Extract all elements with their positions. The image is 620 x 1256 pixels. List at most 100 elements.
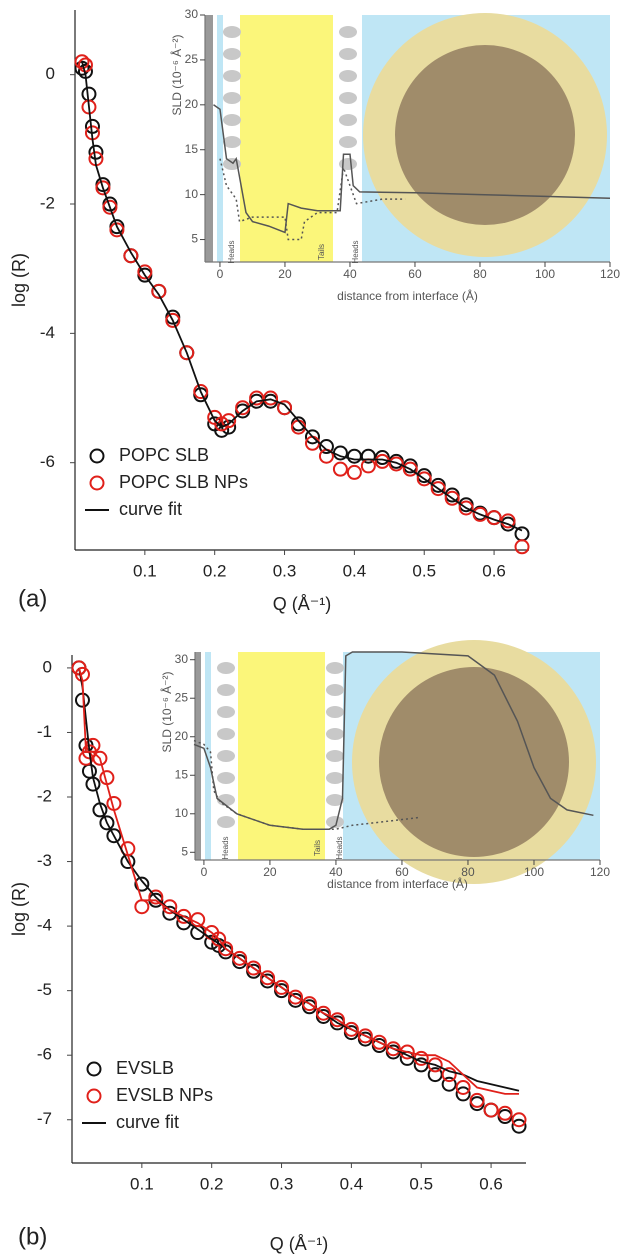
y-tick-label: 20 — [185, 97, 199, 111]
data-point — [134, 899, 150, 915]
data-point — [497, 1105, 513, 1121]
head-group — [217, 728, 235, 740]
data-point — [343, 1021, 359, 1037]
data-point — [232, 950, 248, 966]
x-tick-label: 60 — [395, 865, 409, 879]
legend-marker — [86, 1088, 102, 1104]
data-point — [455, 1079, 471, 1095]
head-group — [217, 816, 235, 828]
y-tick-label: 20 — [175, 729, 189, 743]
data-point — [109, 222, 125, 238]
y-tick-label: -2 — [37, 786, 52, 805]
data-point — [444, 490, 460, 506]
data-point — [274, 979, 290, 995]
legend-marker — [86, 1061, 102, 1077]
data-point — [123, 248, 139, 264]
x-tick-label: 0 — [201, 865, 208, 879]
data-point — [106, 828, 122, 844]
head-group — [326, 750, 344, 762]
x-tick-label: 0.2 — [203, 561, 227, 580]
data-point — [469, 1092, 485, 1108]
region-label: Heads — [335, 836, 344, 859]
y-axis-label: SLD (10⁻⁶ Å⁻²) — [169, 35, 184, 116]
region-label: Tails — [313, 840, 322, 856]
data-point — [134, 876, 150, 892]
y-tick-label: -6 — [40, 452, 55, 471]
np-core — [379, 667, 569, 857]
head-group — [217, 662, 235, 674]
head-group — [326, 662, 344, 674]
data-point — [260, 970, 276, 986]
x-tick-label: 40 — [343, 267, 357, 281]
data-point — [95, 180, 111, 196]
legend-label: POPC SLB — [119, 445, 209, 465]
y-axis-label: SLD (10⁻⁶ Å⁻²) — [159, 672, 174, 753]
x-tick-label: 80 — [473, 267, 487, 281]
head-group — [223, 26, 241, 38]
legend-marker — [89, 448, 105, 464]
data-point — [190, 912, 206, 928]
substrate — [195, 652, 201, 860]
data-point — [346, 464, 362, 480]
x-axis-label: distance from interface (Å) — [327, 876, 468, 891]
panel-label: (a) — [18, 585, 47, 612]
data-point — [288, 989, 304, 1005]
head-group — [223, 92, 241, 104]
y-tick-label: 15 — [175, 767, 189, 781]
head-group — [326, 772, 344, 784]
panel-label: (b) — [18, 1223, 47, 1250]
data-point — [214, 422, 230, 438]
data-point — [74, 60, 90, 76]
x-tick-label: 40 — [329, 865, 343, 879]
data-point — [304, 429, 320, 445]
x-tick-label: 0.4 — [343, 561, 367, 580]
data-point — [332, 461, 348, 477]
data-point — [99, 815, 115, 831]
legend-label: EVSLB — [116, 1058, 174, 1078]
x-tick-label: 0.2 — [200, 1174, 224, 1193]
data-point — [148, 889, 164, 905]
region-label: Heads — [221, 836, 230, 859]
data-point — [179, 345, 195, 361]
data-point — [318, 439, 334, 455]
y-tick-label: -6 — [37, 1045, 52, 1064]
y-tick-label: 30 — [185, 7, 199, 21]
head-group — [326, 816, 344, 828]
x-axis-label: Q (Å⁻¹) — [270, 1234, 329, 1254]
x-tick-label: 80 — [461, 865, 475, 879]
head-group — [217, 750, 235, 762]
y-tick-label: -3 — [37, 851, 52, 870]
line-series — [81, 61, 523, 532]
region-label: Heads — [351, 240, 360, 263]
data-point — [371, 1034, 387, 1050]
data-point — [402, 461, 418, 477]
data-point — [511, 1118, 527, 1134]
legend-label: curve fit — [119, 499, 182, 519]
data-point — [263, 390, 279, 406]
data-point — [357, 1028, 373, 1044]
y-tick-label: 10 — [185, 187, 199, 201]
legend-marker — [89, 475, 105, 491]
y-tick-label: -4 — [37, 916, 52, 935]
data-point — [360, 448, 376, 464]
water-gap — [205, 652, 211, 860]
head-group — [339, 26, 357, 38]
substrate — [205, 15, 213, 262]
data-point — [427, 1057, 443, 1073]
data-point — [151, 283, 167, 299]
data-point — [301, 996, 317, 1012]
data-point — [193, 384, 209, 400]
np-core — [395, 45, 575, 225]
data-point — [162, 899, 178, 915]
y-tick-label: 5 — [181, 844, 188, 858]
head-group — [326, 728, 344, 740]
x-axis-label: distance from interface (Å) — [337, 288, 478, 303]
x-tick-label: 0.4 — [340, 1174, 364, 1193]
data-point — [514, 539, 530, 555]
head-group — [217, 706, 235, 718]
data-point — [315, 1005, 331, 1021]
y-tick-label: -7 — [37, 1109, 52, 1128]
head-group — [223, 70, 241, 82]
main-plot: 0.1 0.2 0.3 0.4 0.5 0.6 0 -2 -4 -6 Q (Å⁻¹) log (R) (… — [9, 10, 530, 614]
data-point — [483, 1102, 499, 1118]
